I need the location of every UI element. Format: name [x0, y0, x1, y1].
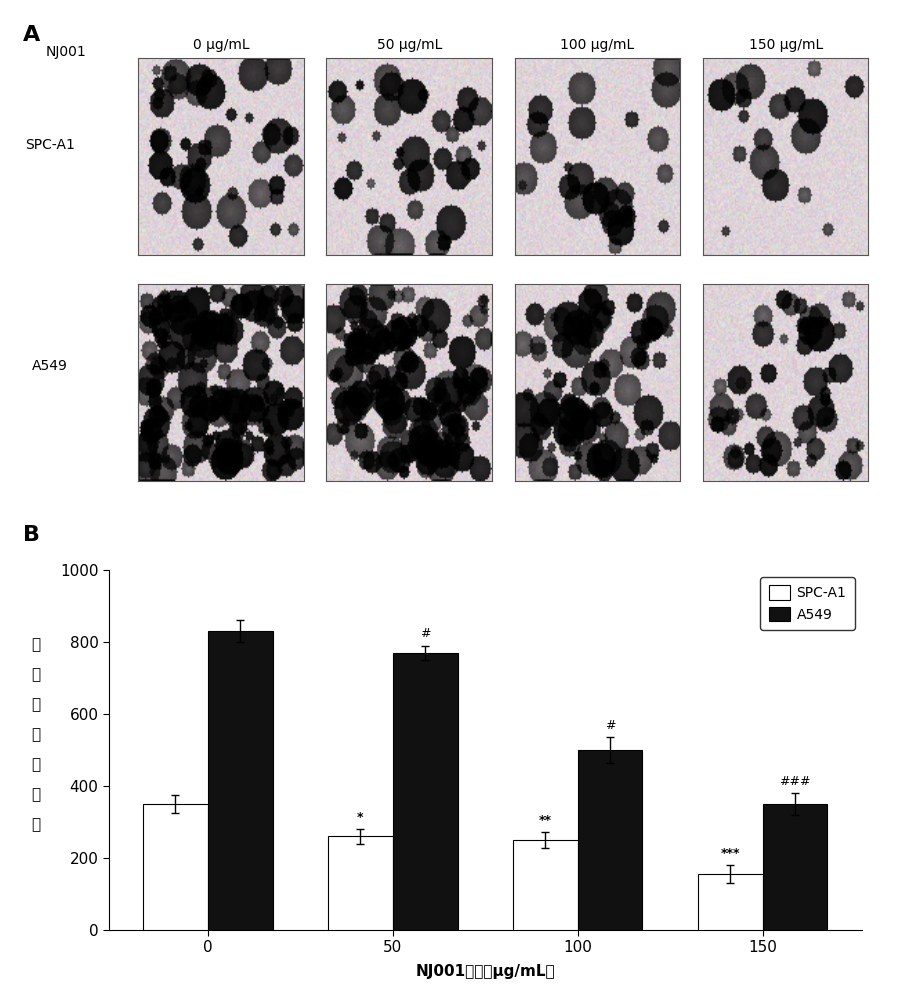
Text: ###: ###: [779, 775, 811, 788]
Legend: SPC-A1, A549: SPC-A1, A549: [760, 577, 854, 630]
Bar: [208, 631, 272, 930]
Text: 100 μg/mL: 100 μg/mL: [561, 38, 635, 52]
Text: 0 μg/mL: 0 μg/mL: [193, 38, 249, 52]
Text: 50 μg/mL: 50 μg/mL: [376, 38, 442, 52]
Text: 侵: 侵: [32, 698, 41, 712]
Text: 150 μg/mL: 150 μg/mL: [748, 38, 823, 52]
Text: #: #: [605, 719, 615, 732]
Bar: [763, 804, 827, 930]
Text: ***: ***: [720, 847, 740, 860]
Text: 数: 数: [32, 818, 41, 832]
Text: 袋: 袋: [32, 728, 41, 742]
Text: A549: A549: [32, 359, 68, 373]
Bar: [513, 840, 578, 930]
Text: 细: 细: [32, 758, 41, 772]
Text: SPC-A1: SPC-A1: [25, 138, 74, 152]
Text: **: **: [539, 814, 551, 827]
Text: 孔: 孔: [32, 668, 41, 683]
X-axis label: NJ001浓度（μg/mL）: NJ001浓度（μg/mL）: [415, 964, 555, 979]
Text: 胞: 胞: [32, 788, 41, 802]
Text: *: *: [357, 811, 364, 824]
Bar: [393, 653, 457, 930]
Bar: [578, 750, 642, 930]
Bar: [698, 874, 763, 930]
Text: B: B: [23, 525, 40, 545]
Text: 每: 每: [32, 638, 41, 652]
Text: A: A: [23, 25, 40, 45]
Text: #: #: [420, 627, 431, 640]
Bar: [328, 836, 393, 930]
Bar: [143, 804, 208, 930]
Text: NJ001: NJ001: [45, 45, 86, 59]
